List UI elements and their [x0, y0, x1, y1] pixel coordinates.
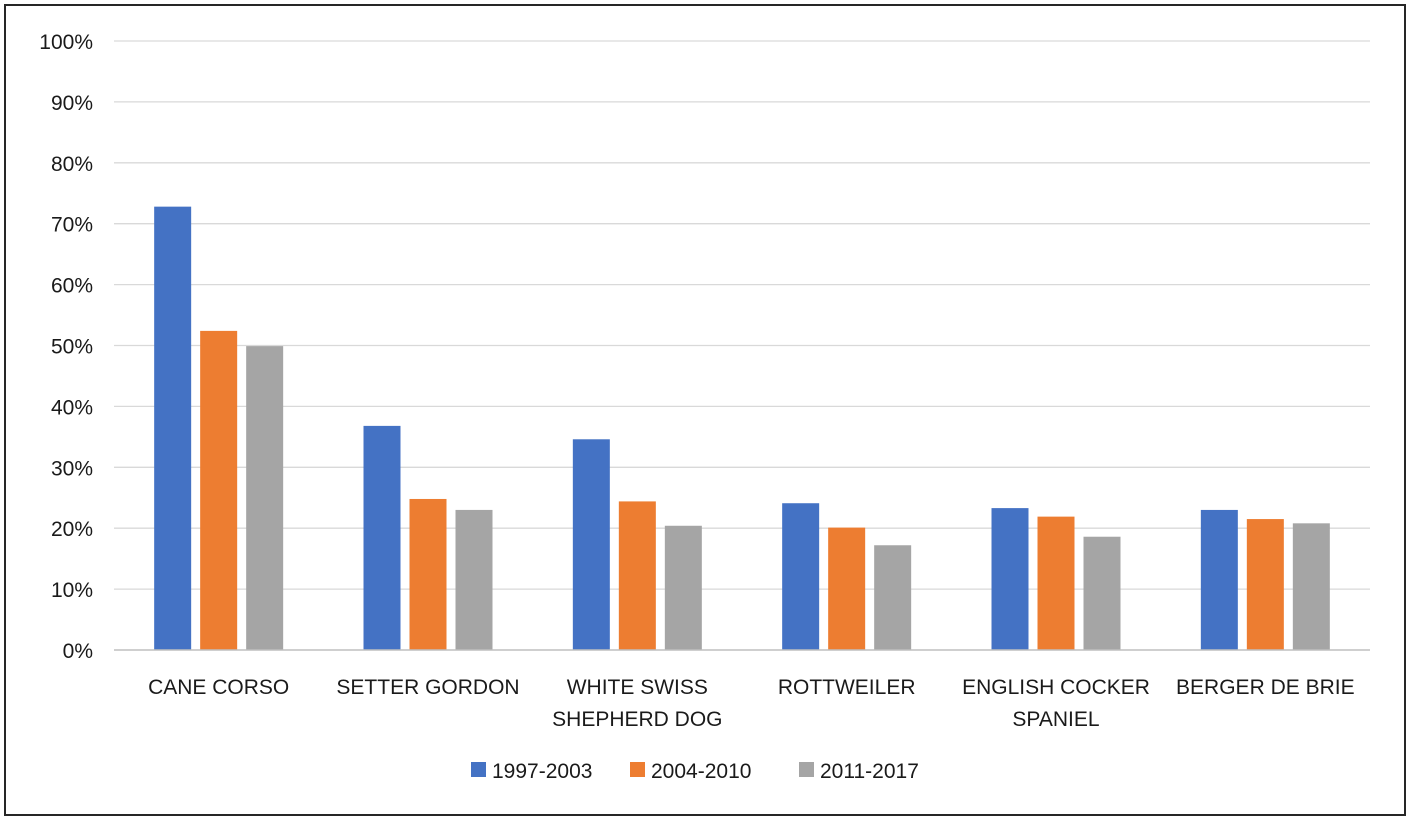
bar-2011-2017: [1292, 523, 1330, 650]
bars: [154, 206, 1330, 650]
y-tick-label: 10%: [51, 579, 93, 602]
bar-2011-2017: [874, 545, 912, 650]
y-tick-label: 50%: [51, 336, 93, 359]
bar-1997-2003: [1200, 509, 1238, 650]
bar-1997-2003: [991, 508, 1029, 650]
bar-2004-2010: [828, 527, 866, 650]
bar-2011-2017: [246, 346, 284, 650]
x-category-label: SETTER GORDON: [336, 676, 519, 699]
y-axis-tick-labels: 0% 10% 20% 30% 40% 50% 60% 70% 80% 90% 100%: [39, 31, 93, 663]
x-category-label: CANE CORSO: [148, 676, 289, 699]
y-tick-label: 90%: [51, 92, 93, 115]
x-category-label: BERGER DE BRIE: [1176, 676, 1355, 699]
bar-1997-2003: [572, 439, 610, 650]
bar-2004-2010: [1246, 519, 1284, 650]
legend: 1997-2003 2004-2010 2011-2017: [471, 760, 919, 783]
y-tick-label: 80%: [51, 153, 93, 176]
bar-2011-2017: [664, 525, 702, 650]
y-tick-label: 60%: [51, 275, 93, 298]
legend-label: 2011-2017: [820, 760, 919, 783]
x-category-label: ROTTWEILER: [778, 676, 916, 699]
bar-2004-2010: [409, 498, 447, 650]
bar-2011-2017: [455, 509, 493, 650]
legend-swatch: [799, 762, 814, 777]
bar-1997-2003: [154, 206, 192, 650]
y-tick-label: 20%: [51, 518, 93, 541]
bar-2004-2010: [200, 330, 238, 650]
legend-label: 2004-2010: [651, 760, 751, 783]
gridlines: [114, 40, 1370, 590]
bar-2004-2010: [618, 501, 656, 650]
x-category-label: ENGLISH COCKER: [962, 676, 1150, 699]
bar-2011-2017: [1083, 536, 1121, 650]
bar-2004-2010: [1037, 516, 1075, 650]
legend-swatch: [630, 762, 645, 777]
y-tick-label: 30%: [51, 457, 93, 480]
x-category-label: SHEPHERD DOG: [552, 708, 722, 731]
bar-1997-2003: [363, 425, 401, 650]
x-category-label: WHITE SWISS: [567, 676, 708, 699]
y-tick-label: 40%: [51, 396, 93, 419]
x-category-label: SPANIEL: [1012, 708, 1099, 731]
chart-frame: [4, 4, 1406, 816]
x-axis-category-labels: CANE CORSO SETTER GORDON WHITE SWISS SHEPHE…: [148, 676, 1355, 731]
legend-swatch: [471, 762, 486, 777]
y-tick-label: 70%: [51, 214, 93, 237]
legend-label: 1997-2003: [492, 760, 592, 783]
y-tick-label: 0%: [63, 640, 93, 663]
bar-1997-2003: [782, 503, 820, 650]
y-tick-label: 100%: [39, 31, 93, 54]
